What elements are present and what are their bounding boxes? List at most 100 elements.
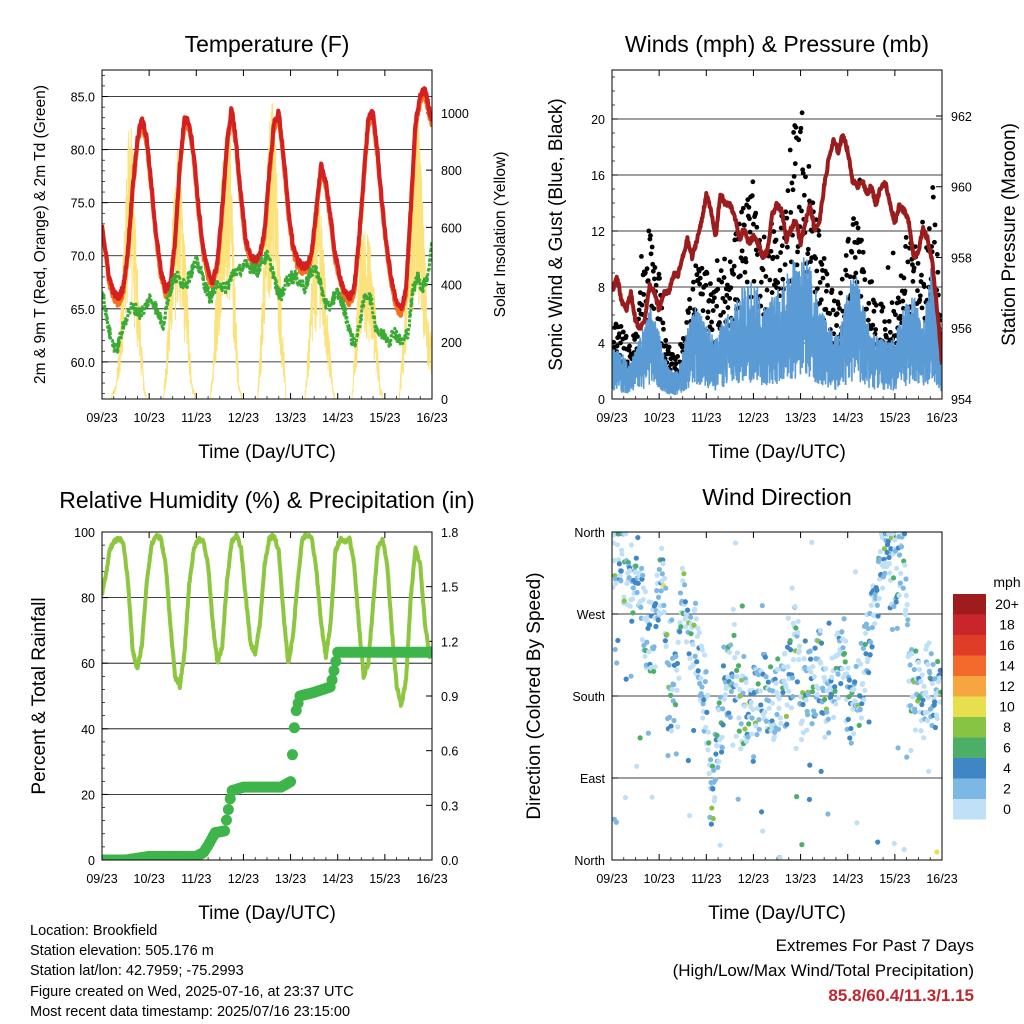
direction-point [646, 622, 653, 628]
y-tick-label: South [572, 690, 605, 704]
gust-point [866, 300, 872, 306]
direction-point [905, 617, 911, 623]
direction-point [783, 713, 790, 719]
gust-point [886, 318, 892, 324]
direction-point [699, 684, 705, 690]
direction-point [788, 705, 794, 711]
direction-point [802, 638, 808, 644]
latlon-text: Station lat/lon: 42.7959; -75.2993 [30, 963, 244, 980]
direction-point [704, 709, 710, 715]
direction-point [699, 647, 705, 653]
y-axis-label: 2m & 9m T (Red, Orange) & 2m Td (Green) [32, 85, 49, 384]
chart-title: Wind Direction [702, 484, 852, 510]
direction-point [909, 647, 915, 653]
direction-point [794, 794, 800, 800]
gust-point [882, 319, 888, 325]
direction-point [805, 691, 811, 698]
gust-point [930, 185, 936, 190]
gust-point [691, 279, 696, 285]
direction-point [854, 820, 860, 826]
direction-point [818, 768, 824, 774]
direction-point [879, 534, 885, 541]
gust-point [835, 301, 841, 307]
direction-point [920, 697, 926, 703]
direction-point [725, 674, 731, 680]
direction-point [859, 700, 865, 707]
x-tick-label: 12/23 [738, 872, 769, 886]
direction-point [875, 613, 881, 619]
direction-point [866, 719, 872, 725]
gust-point [817, 280, 823, 285]
direction-point [662, 638, 668, 644]
direction-point [932, 724, 939, 731]
gust-point [651, 306, 657, 311]
gust-point [751, 221, 756, 227]
direction-point [921, 683, 927, 689]
gust-point [814, 268, 820, 274]
direction-point [730, 742, 736, 748]
gust-point [649, 244, 655, 250]
x-tick-label: 09/23 [86, 872, 117, 886]
y2-tick-label: 1000 [441, 107, 469, 121]
chart-title: Relative Humidity (%) & Precipitation (i… [59, 487, 474, 513]
direction-point [665, 752, 671, 759]
direction-point [731, 632, 737, 638]
precipitation-point [222, 803, 234, 815]
direction-point [895, 745, 901, 751]
direction-point [850, 731, 857, 737]
direction-point [774, 711, 780, 718]
direction-point [789, 585, 795, 591]
gust-point [750, 179, 756, 185]
gust-point [618, 340, 623, 346]
direction-point [754, 705, 760, 712]
gust-point [747, 229, 753, 235]
direction-point [918, 728, 924, 734]
direction-point [616, 557, 622, 563]
direction-point [755, 681, 761, 687]
direction-point [729, 674, 736, 680]
direction-point [876, 576, 883, 582]
direction-point [670, 698, 676, 704]
direction-point [842, 659, 848, 665]
y2-tick-label: 962 [951, 110, 972, 124]
direction-point [765, 679, 771, 685]
direction-point [662, 575, 668, 582]
direction-point [826, 620, 832, 626]
gust-point [930, 194, 936, 200]
gust-point [797, 129, 803, 135]
direction-point [896, 592, 902, 599]
direction-point [889, 626, 896, 633]
direction-point [613, 819, 619, 825]
legend-swatch [953, 594, 986, 615]
x-tick-label: 09/23 [596, 411, 627, 425]
legend-title: mph [993, 574, 1020, 590]
direction-point [627, 568, 633, 574]
plot-area [612, 110, 942, 396]
direction-point [828, 691, 834, 697]
direction-point [649, 794, 655, 800]
direction-point [789, 675, 796, 681]
y-tick-label: 8 [598, 281, 605, 295]
gust-point [777, 267, 783, 273]
gust-point [775, 280, 781, 285]
direction-point [798, 736, 805, 743]
gust-point [911, 265, 917, 271]
y2-tick-label: 0 [441, 393, 448, 407]
direction-point [783, 684, 789, 690]
direction-point [623, 676, 629, 682]
direction-point [716, 758, 722, 765]
direction-point [867, 610, 873, 617]
gust-point [620, 329, 626, 335]
sonic-wind-line [612, 255, 942, 396]
direction-point [742, 726, 748, 732]
x-axis-label: Time (Day/UTC) [708, 903, 846, 924]
direction-point [853, 663, 859, 669]
direction-point [901, 532, 908, 537]
direction-point [900, 585, 906, 591]
direction-point [655, 594, 662, 600]
y-tick-label: 60.0 [71, 356, 95, 370]
direction-point [785, 615, 791, 621]
direction-point [832, 688, 838, 694]
direction-point [810, 663, 816, 670]
x-axis-label: Time (Day/UTC) [198, 442, 336, 463]
